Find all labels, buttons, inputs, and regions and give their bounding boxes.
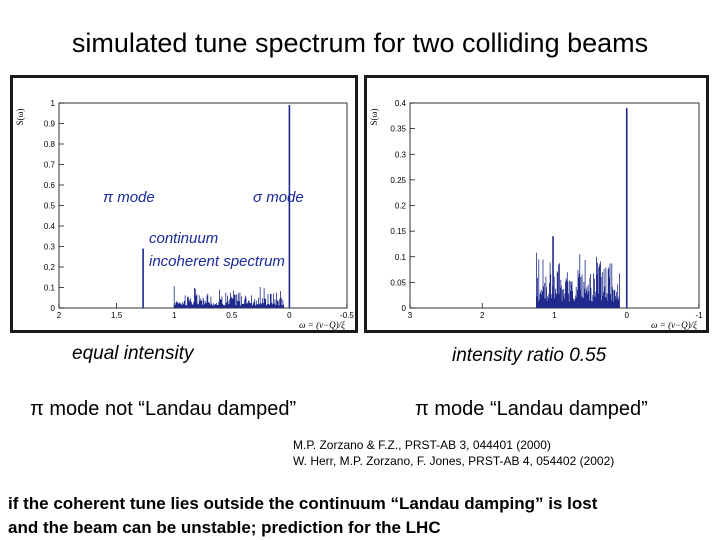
left-spectrum-plot: 0 0.1 0.2 0.3 0.4 0.5 0.6 0.7 0.8 0.9 1 2 1.5 1 0.5 0 -0… (13, 78, 355, 330)
x-tick-label: -0.5 (340, 311, 354, 320)
x-tick-label: 2 (57, 311, 62, 320)
x-tick-label: 0.5 (226, 311, 238, 320)
pi-mode-annotation: π mode (103, 189, 155, 206)
left-caption: equal intensity (72, 343, 194, 364)
y-tick-label: 0.4 (395, 99, 407, 108)
y-tick-label: 0.05 (390, 278, 406, 287)
right-plot-frame: 0 0.05 0.1 0.15 0.2 0.25 0.3 0.35 0.4 3 2 1 0 -1 S(ω) ω… (364, 75, 709, 333)
continuum-annotation: continuum (149, 230, 218, 247)
reference-2: W. Herr, M.P. Zorzano, F. Jones, PRST-AB… (293, 454, 615, 468)
y-axis-label: S(ω) (15, 109, 25, 126)
y-tick-label: 0.1 (44, 284, 56, 293)
y-tick-label: 0.35 (390, 125, 406, 134)
plot-background (13, 78, 355, 330)
x-tick-label: 1 (552, 311, 557, 320)
y-tick-label: 0.3 (395, 150, 407, 159)
y-axis-label: S(ω) (369, 109, 379, 126)
x-tick-label: 1.5 (111, 311, 123, 320)
y-tick-label: 0.5 (44, 202, 56, 211)
right-mode-note: π mode “Landau damped” (415, 398, 648, 420)
incoherent-annotation: incoherent spectrum (149, 253, 285, 270)
x-tick-label: 1 (172, 311, 177, 320)
conclusion-line-2: and the beam can be unstable; prediction… (8, 518, 441, 537)
conclusion-line-1: if the coherent tune lies outside the co… (8, 494, 598, 513)
slide-title: simulated tune spectrum for two collidin… (71, 28, 649, 58)
continuum-spectrum (536, 252, 620, 308)
y-tick-label: 0 (51, 304, 56, 313)
references: M.P. Zorzano & F.Z., PRST-AB 3, 044401 (… (293, 437, 614, 469)
x-tick-label: 0 (287, 311, 292, 320)
y-tick-label: 0.3 (44, 243, 56, 252)
x-tick-label: 3 (408, 311, 413, 320)
y-tick-label: 0.1 (395, 253, 407, 262)
continuum-spectrum (173, 286, 284, 308)
conclusion-text: if the coherent tune lies outside the co… (8, 492, 718, 540)
right-spectrum-plot: 0 0.05 0.1 0.15 0.2 0.25 0.3 0.35 0.4 3 2 1 0 -1 S(ω) ω… (367, 78, 706, 330)
sigma-mode-annotation: σ mode (253, 189, 304, 206)
right-caption: intensity ratio 0.55 (452, 345, 607, 366)
y-tick-label: 0.25 (390, 176, 406, 185)
y-tick-label: 0.7 (44, 161, 56, 170)
x-axis-label: ω = (ν−Q)/ξ (651, 320, 697, 330)
y-tick-label: 0.4 (44, 222, 56, 231)
x-axis-label: ω = (ν−Q)/ξ (299, 320, 345, 330)
y-tick-label: 0.9 (44, 120, 56, 129)
left-plot-frame: 0 0.1 0.2 0.3 0.4 0.5 0.6 0.7 0.8 0.9 1 2 1.5 1 0.5 0 -0… (10, 75, 358, 333)
left-mode-note: π mode not “Landau damped” (30, 398, 297, 420)
y-tick-label: 1 (51, 99, 56, 108)
y-tick-label: 0.2 (44, 263, 56, 272)
y-tick-label: 0.15 (390, 227, 406, 236)
y-tick-label: 0.2 (395, 202, 407, 211)
y-tick-label: 0 (402, 304, 407, 313)
reference-1: M.P. Zorzano & F.Z., PRST-AB 3, 044401 (… (293, 438, 551, 452)
x-tick-label: 0 (625, 311, 630, 320)
x-tick-label: 2 (480, 311, 485, 320)
y-tick-label: 0.6 (44, 181, 56, 190)
y-tick-label: 0.8 (44, 140, 56, 149)
x-tick-label: -1 (695, 311, 703, 320)
